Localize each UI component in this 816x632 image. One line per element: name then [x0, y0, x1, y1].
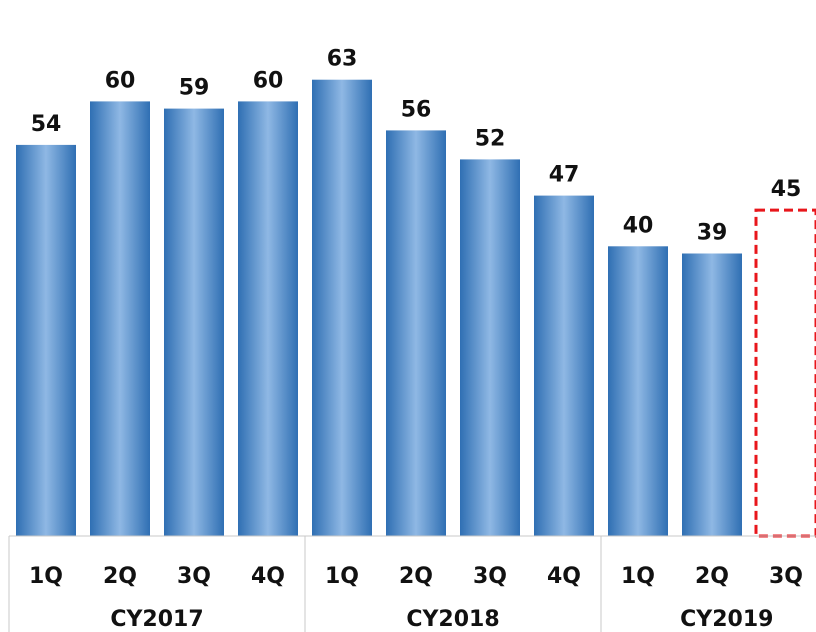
bar-9: [682, 253, 742, 536]
tick-label-2: 3Q: [177, 564, 211, 589]
value-label-2: 59: [179, 76, 210, 101]
value-label-3: 60: [253, 68, 284, 93]
bar-8: [608, 246, 668, 537]
bar-0: [16, 144, 76, 536]
value-label-5: 56: [401, 97, 432, 122]
value-label-8: 40: [623, 213, 654, 238]
bar-5: [386, 130, 446, 536]
bar-2: [164, 108, 224, 536]
tick-label-3: 4Q: [251, 564, 285, 589]
tick-label-1: 2Q: [103, 564, 137, 589]
bar-7: [534, 195, 594, 536]
group-label-1: CY2018: [406, 607, 499, 632]
tick-label-0: 1Q: [29, 564, 63, 589]
bars-layer: [16, 79, 816, 538]
tick-label-4: 1Q: [325, 564, 359, 589]
bar-3: [238, 101, 298, 537]
value-label-6: 52: [475, 126, 506, 151]
value-label-10: 45: [771, 177, 802, 202]
group-label-2: CY2019: [680, 607, 773, 632]
tick-label-8: 1Q: [621, 564, 655, 589]
group-label-0: CY2017: [110, 607, 203, 632]
value-label-9: 39: [697, 221, 728, 246]
bar-4: [312, 79, 372, 536]
value-label-1: 60: [105, 68, 136, 93]
bar-forecast-10: [754, 208, 816, 538]
tick-label-7: 4Q: [547, 564, 581, 589]
tick-label-9: 2Q: [695, 564, 729, 589]
value-label-0: 54: [31, 112, 62, 137]
value-labels-layer: 54 60 59 60 63 56 52 47 40 39 45: [31, 47, 802, 246]
bar-6: [460, 159, 520, 536]
tick-label-10: 3Q: [769, 564, 803, 589]
value-label-7: 47: [549, 163, 580, 188]
value-label-4: 63: [327, 47, 358, 72]
bar-1: [90, 101, 150, 537]
tick-label-6: 3Q: [473, 564, 507, 589]
category-axis: 1Q 2Q 3Q 4Q 1Q 2Q 3Q 4Q 1Q 2Q 3Q CY2017 CY2018 CY2019: [8, 535, 816, 632]
tick-label-5: 2Q: [399, 564, 433, 589]
